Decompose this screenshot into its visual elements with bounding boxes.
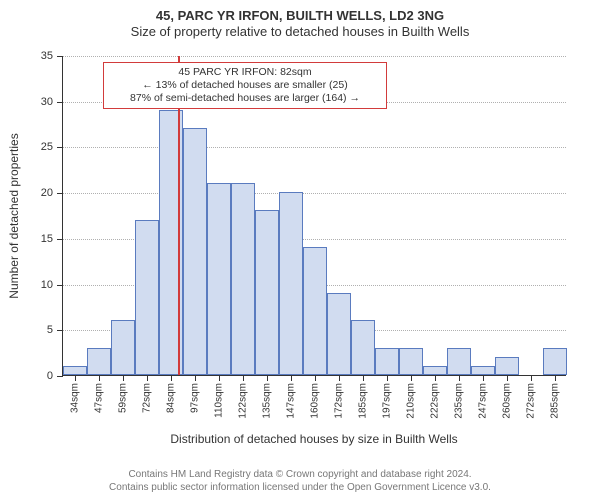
annotation-line-1: 45 PARC YR IRFON: 82sqm xyxy=(110,66,380,79)
gridline xyxy=(63,147,566,148)
annotation-line-2: ← 13% of detached houses are smaller (25… xyxy=(110,79,380,92)
x-tick-label: 135sqm xyxy=(262,383,273,419)
x-tick xyxy=(555,375,556,381)
x-tick-label: 97sqm xyxy=(190,383,201,413)
y-tick xyxy=(57,56,63,57)
x-tick-label: 160sqm xyxy=(310,383,321,419)
x-tick xyxy=(507,375,508,381)
histogram-bar xyxy=(303,247,327,375)
annotation-line-3: 87% of semi-detached houses are larger (… xyxy=(110,92,380,105)
x-tick-label: 59sqm xyxy=(118,383,129,413)
histogram-bar xyxy=(87,348,111,375)
histogram-bar xyxy=(447,348,471,375)
x-tick xyxy=(339,375,340,381)
y-axis-label: Number of detached properties xyxy=(7,133,21,298)
x-tick xyxy=(75,375,76,381)
y-tick-label: 15 xyxy=(41,233,53,245)
y-tick xyxy=(57,239,63,240)
x-tick-label: 84sqm xyxy=(166,383,177,413)
x-tick-label: 210sqm xyxy=(406,383,417,419)
x-tick xyxy=(411,375,412,381)
title-line-1: 45, PARC YR IRFON, BUILTH WELLS, LD2 3NG xyxy=(0,8,600,24)
histogram-bar xyxy=(399,348,423,375)
x-tick-label: 172sqm xyxy=(334,383,345,419)
x-tick xyxy=(99,375,100,381)
x-tick-label: 72sqm xyxy=(142,383,153,413)
chart-container: Number of detached properties 0510152025… xyxy=(0,48,600,440)
histogram-bar xyxy=(351,320,375,375)
histogram-bar xyxy=(231,183,255,375)
y-tick xyxy=(57,330,63,331)
x-tick xyxy=(531,375,532,381)
annotation-box: 45 PARC YR IRFON: 82sqm ← 13% of detache… xyxy=(103,62,387,109)
y-tick-label: 35 xyxy=(41,50,53,62)
x-tick xyxy=(363,375,364,381)
x-tick-label: 260sqm xyxy=(502,383,513,419)
footer-line-1: Contains HM Land Registry data © Crown c… xyxy=(0,468,600,481)
x-tick xyxy=(219,375,220,381)
y-tick-label: 0 xyxy=(47,370,53,382)
x-tick-label: 247sqm xyxy=(478,383,489,419)
x-tick-label: 235sqm xyxy=(454,383,465,419)
x-tick-label: 285sqm xyxy=(550,383,561,419)
y-tick xyxy=(57,285,63,286)
y-tick-label: 25 xyxy=(41,141,53,153)
histogram-bar xyxy=(495,357,519,375)
x-tick-label: 122sqm xyxy=(238,383,249,419)
histogram-bar xyxy=(111,320,135,375)
x-tick-label: 222sqm xyxy=(430,383,441,419)
histogram-bar xyxy=(471,366,495,375)
gridline xyxy=(63,193,566,194)
x-tick xyxy=(435,375,436,381)
y-tick xyxy=(57,102,63,103)
x-tick xyxy=(171,375,172,381)
y-tick xyxy=(57,193,63,194)
histogram-bar xyxy=(543,348,567,375)
x-tick-label: 197sqm xyxy=(382,383,393,419)
histogram-bar xyxy=(375,348,399,375)
x-tick xyxy=(267,375,268,381)
x-tick-label: 110sqm xyxy=(214,383,225,418)
x-tick xyxy=(147,375,148,381)
y-tick xyxy=(57,376,63,377)
y-tick xyxy=(57,147,63,148)
plot-area: 0510152025303534sqm47sqm59sqm72sqm84sqm9… xyxy=(62,56,566,376)
x-tick-label: 185sqm xyxy=(358,383,369,419)
histogram-bar xyxy=(207,183,231,375)
x-tick-label: 34sqm xyxy=(70,383,81,413)
y-tick-label: 5 xyxy=(47,324,53,336)
x-tick xyxy=(459,375,460,381)
y-tick-label: 10 xyxy=(41,279,53,291)
title-line-2: Size of property relative to detached ho… xyxy=(0,24,600,40)
x-tick xyxy=(291,375,292,381)
gridline xyxy=(63,56,566,57)
histogram-bar xyxy=(135,220,159,375)
x-tick xyxy=(387,375,388,381)
histogram-bar xyxy=(327,293,351,375)
histogram-bar xyxy=(423,366,447,375)
x-tick-label: 147sqm xyxy=(286,383,297,419)
footer-line-2: Contains public sector information licen… xyxy=(0,481,600,494)
histogram-bar xyxy=(63,366,87,375)
histogram-bar xyxy=(183,128,207,375)
histogram-bar xyxy=(255,210,279,375)
x-tick-label: 272sqm xyxy=(526,383,537,419)
y-tick-label: 30 xyxy=(41,96,53,108)
x-tick xyxy=(195,375,196,381)
x-tick xyxy=(483,375,484,381)
chart-title-block: 45, PARC YR IRFON, BUILTH WELLS, LD2 3NG… xyxy=(0,0,600,41)
footer: Contains HM Land Registry data © Crown c… xyxy=(0,468,600,494)
x-tick-label: 47sqm xyxy=(94,383,105,413)
x-tick xyxy=(123,375,124,381)
histogram-bar xyxy=(279,192,303,375)
x-tick xyxy=(315,375,316,381)
x-axis-label: Distribution of detached houses by size … xyxy=(62,432,566,446)
x-tick xyxy=(243,375,244,381)
y-tick-label: 20 xyxy=(41,187,53,199)
